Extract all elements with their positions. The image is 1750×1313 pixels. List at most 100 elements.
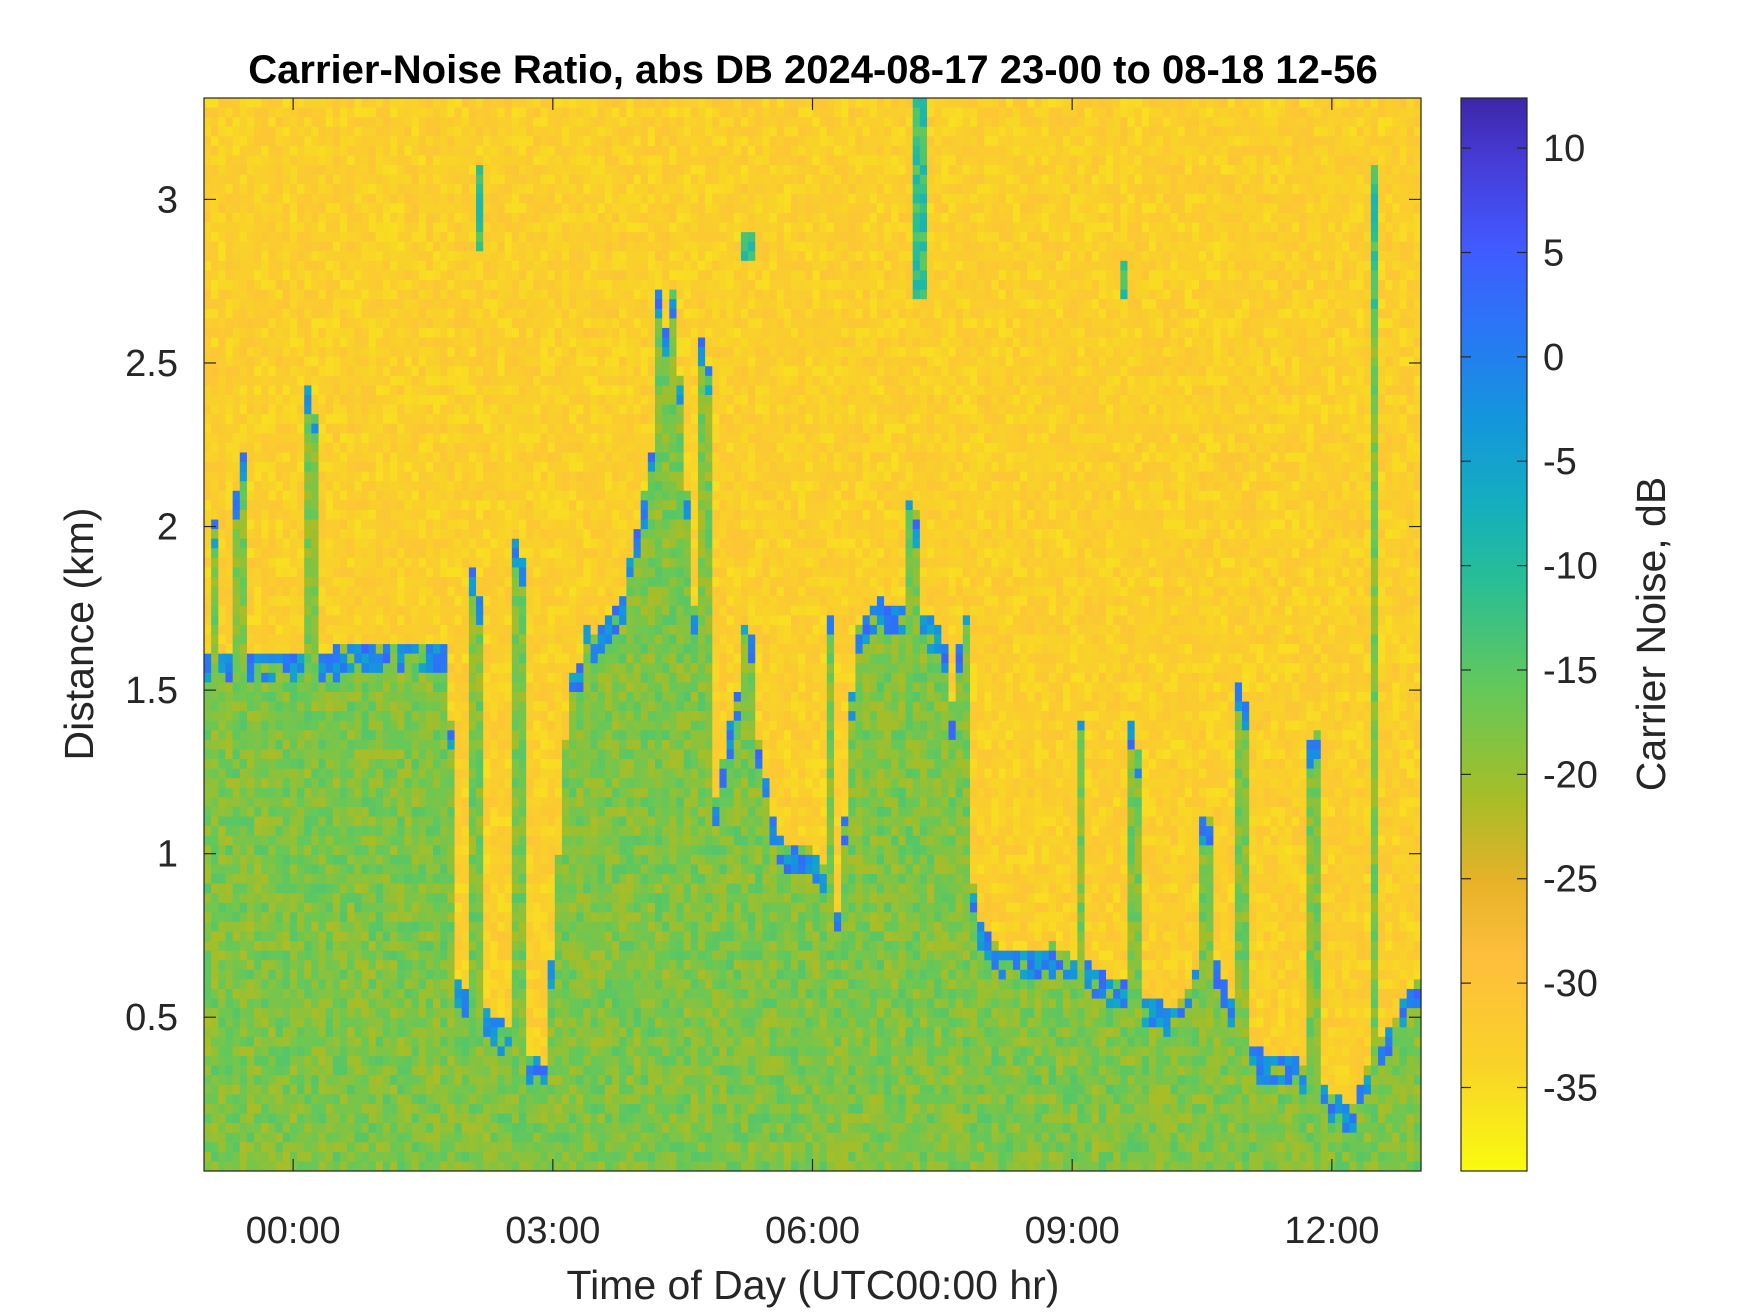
heatmap-cell bbox=[504, 835, 513, 846]
heatmap-cell bbox=[447, 634, 456, 645]
heatmap-cell bbox=[340, 557, 348, 569]
heatmap-cell bbox=[425, 117, 434, 128]
heatmap-cell bbox=[511, 567, 520, 578]
heatmap-cell bbox=[325, 117, 334, 128]
heatmap-cell bbox=[468, 509, 477, 521]
heatmap-cell bbox=[483, 404, 491, 415]
heatmap-cell bbox=[404, 797, 413, 808]
heatmap-cell bbox=[325, 854, 334, 866]
heatmap-cell bbox=[347, 155, 355, 166]
heatmap-cell bbox=[425, 471, 434, 482]
heatmap-cell bbox=[289, 299, 298, 310]
heatmap-cell bbox=[218, 1132, 227, 1143]
heatmap-cell bbox=[268, 883, 277, 894]
heatmap-cell bbox=[504, 174, 513, 185]
heatmap-cell bbox=[454, 893, 463, 904]
heatmap-cell bbox=[433, 241, 441, 252]
heatmap-cell bbox=[511, 375, 520, 387]
heatmap-cell bbox=[354, 567, 363, 578]
heatmap-cell bbox=[268, 567, 277, 578]
heatmap-cell bbox=[347, 280, 355, 291]
heatmap-cell bbox=[347, 490, 355, 501]
heatmap-cell bbox=[268, 998, 277, 1009]
heatmap-cell bbox=[225, 155, 234, 166]
heatmap-cell bbox=[468, 1113, 477, 1124]
heatmap-cell bbox=[218, 126, 227, 137]
heatmap-cell bbox=[211, 691, 219, 703]
heatmap-cell bbox=[232, 222, 241, 233]
heatmap-cell bbox=[297, 950, 305, 961]
heatmap-cell bbox=[347, 117, 355, 128]
heatmap-cell bbox=[332, 385, 341, 396]
heatmap-cell bbox=[218, 1046, 227, 1057]
heatmap-cell bbox=[311, 1103, 320, 1115]
heatmap-cell bbox=[433, 624, 441, 636]
heatmap-cell bbox=[340, 356, 348, 367]
heatmap-cell bbox=[447, 1142, 456, 1153]
heatmap-cell bbox=[425, 816, 434, 827]
heatmap-cell bbox=[440, 1065, 448, 1076]
heatmap-cell bbox=[368, 701, 377, 712]
heatmap-cell bbox=[254, 691, 262, 703]
heatmap-cell bbox=[461, 260, 470, 272]
heatmap-cell bbox=[497, 596, 506, 607]
heatmap-cell bbox=[282, 155, 291, 166]
heatmap-cell bbox=[518, 691, 527, 703]
heatmap-cell bbox=[275, 337, 284, 348]
heatmap-cell bbox=[239, 1036, 248, 1048]
heatmap-cell bbox=[225, 289, 234, 300]
heatmap-cell bbox=[218, 778, 227, 789]
heatmap-cell bbox=[490, 979, 499, 990]
heatmap-cell bbox=[397, 538, 406, 549]
heatmap-cell bbox=[332, 299, 341, 310]
heatmap-cell bbox=[382, 826, 391, 837]
heatmap-cell bbox=[483, 845, 491, 856]
heatmap-cell bbox=[211, 452, 219, 463]
heatmap-cell bbox=[483, 653, 491, 664]
heatmap-cell bbox=[340, 1017, 348, 1028]
heatmap-cell bbox=[382, 893, 391, 904]
heatmap-cell bbox=[347, 615, 355, 626]
heatmap-cell bbox=[246, 1008, 255, 1019]
heatmap-cell bbox=[411, 414, 420, 425]
heatmap-cell bbox=[239, 672, 248, 683]
heatmap-cell bbox=[440, 893, 448, 904]
heatmap-cell bbox=[511, 1094, 520, 1105]
heatmap-cell bbox=[289, 1113, 298, 1124]
heatmap-cell bbox=[261, 548, 270, 559]
heatmap-cell bbox=[275, 663, 284, 674]
heatmap-cell bbox=[275, 988, 284, 1000]
heatmap-cell bbox=[440, 787, 448, 798]
heatmap-cell bbox=[440, 299, 448, 310]
heatmap-cell bbox=[382, 624, 391, 636]
heatmap-cell bbox=[289, 931, 298, 942]
heatmap-cell bbox=[332, 701, 341, 712]
heatmap-cell bbox=[404, 730, 413, 741]
heatmap-cell bbox=[468, 529, 477, 540]
heatmap-cell bbox=[440, 471, 448, 482]
heatmap-cell bbox=[404, 998, 413, 1009]
heatmap-cell bbox=[332, 1161, 341, 1172]
heatmap-cell bbox=[289, 548, 298, 559]
heatmap-cell bbox=[340, 826, 348, 837]
heatmap-cell bbox=[239, 1046, 248, 1057]
heatmap-cell bbox=[483, 1046, 491, 1057]
heatmap-cell bbox=[390, 212, 398, 224]
heatmap-cell bbox=[239, 529, 248, 540]
heatmap-cell bbox=[497, 385, 506, 396]
heatmap-cell bbox=[447, 471, 456, 482]
heatmap-cell bbox=[476, 720, 484, 731]
heatmap-cell bbox=[497, 682, 506, 693]
heatmap-cell bbox=[347, 998, 355, 1009]
heatmap-cell bbox=[411, 739, 420, 751]
heatmap-cell bbox=[289, 260, 298, 272]
heatmap-cell bbox=[225, 577, 234, 588]
heatmap-cell bbox=[468, 222, 477, 233]
heatmap-cell bbox=[218, 232, 227, 243]
heatmap-cell bbox=[440, 184, 448, 195]
heatmap-cell bbox=[425, 902, 434, 913]
heatmap-cell bbox=[368, 404, 377, 415]
heatmap-cell bbox=[268, 481, 277, 492]
heatmap-cell bbox=[404, 663, 413, 674]
heatmap-cell bbox=[268, 615, 277, 626]
